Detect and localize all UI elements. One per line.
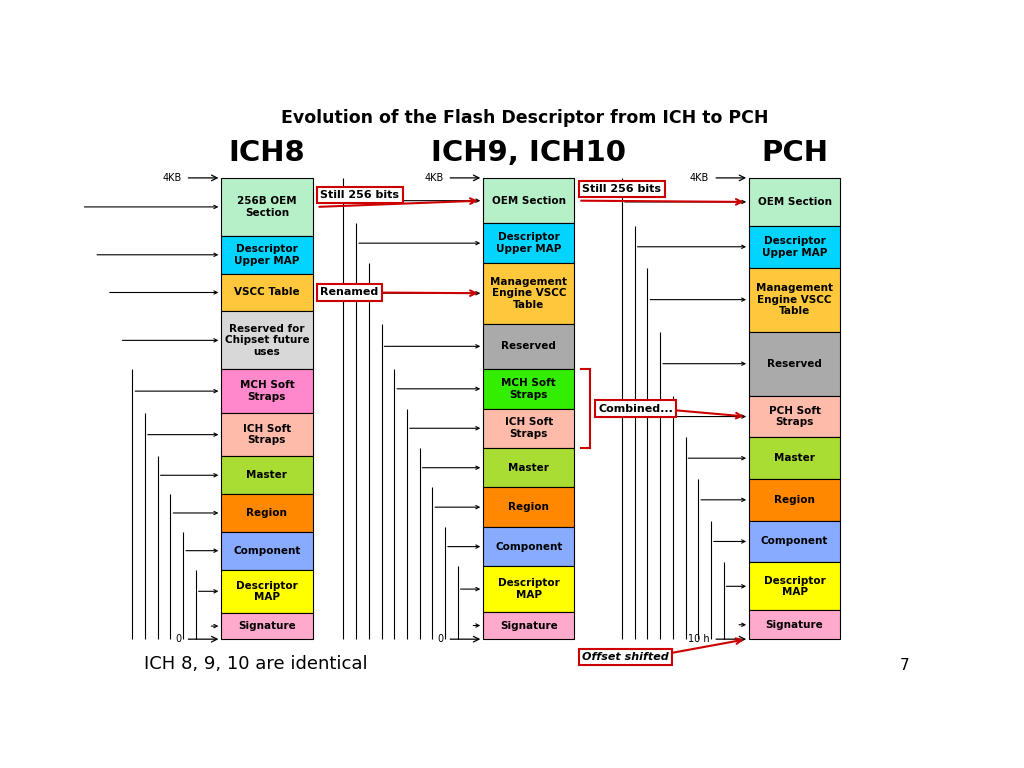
- Text: Still 256 bits: Still 256 bits: [583, 184, 662, 194]
- Text: OEM Section: OEM Section: [758, 197, 831, 207]
- Text: Renamed: Renamed: [321, 287, 379, 297]
- Bar: [221, 494, 312, 531]
- Text: ICH Soft
Straps: ICH Soft Straps: [243, 424, 291, 445]
- Bar: [221, 178, 312, 236]
- Text: Combined...: Combined...: [598, 403, 673, 413]
- Bar: [221, 570, 312, 613]
- Text: Component: Component: [233, 546, 301, 556]
- Text: Reserved: Reserved: [767, 359, 822, 369]
- Text: 256B OEM
Section: 256B OEM Section: [238, 196, 297, 217]
- Text: Component: Component: [495, 541, 562, 551]
- Text: Component: Component: [761, 537, 828, 547]
- Text: PCH Soft
Straps: PCH Soft Straps: [769, 406, 820, 427]
- Bar: [483, 488, 574, 527]
- Text: Offset shifted: Offset shifted: [583, 652, 669, 662]
- Bar: [483, 566, 574, 612]
- Text: Reserved for
Chipset future
uses: Reserved for Chipset future uses: [224, 324, 309, 357]
- Text: Evolution of the Flash Descriptor from ICH to PCH: Evolution of the Flash Descriptor from I…: [281, 109, 769, 127]
- Bar: [749, 611, 841, 639]
- Text: Descriptor
MAP: Descriptor MAP: [764, 575, 825, 597]
- Text: Descriptor
Upper MAP: Descriptor Upper MAP: [496, 233, 561, 254]
- Text: Management
Engine VSCC
Table: Management Engine VSCC Table: [756, 283, 834, 316]
- Bar: [749, 521, 841, 562]
- Text: VSCC Table: VSCC Table: [234, 287, 300, 297]
- Text: PCH: PCH: [761, 140, 828, 167]
- Text: Signature: Signature: [500, 621, 558, 631]
- Bar: [483, 448, 574, 488]
- Text: 7: 7: [900, 658, 909, 673]
- Text: Master: Master: [774, 453, 815, 463]
- Bar: [221, 311, 312, 369]
- Text: Management
Engine VSCC
Table: Management Engine VSCC Table: [490, 276, 567, 310]
- Text: 0: 0: [437, 634, 443, 644]
- Bar: [221, 273, 312, 311]
- Bar: [483, 223, 574, 263]
- Bar: [221, 236, 312, 273]
- Bar: [749, 396, 841, 437]
- Text: 4KB: 4KB: [690, 173, 710, 183]
- Text: Master: Master: [247, 470, 288, 480]
- Bar: [483, 612, 574, 639]
- Text: Region: Region: [247, 508, 288, 518]
- Text: Descriptor
MAP: Descriptor MAP: [236, 581, 298, 602]
- Bar: [749, 267, 841, 332]
- Bar: [749, 437, 841, 479]
- Bar: [483, 178, 574, 223]
- Text: 10 h: 10 h: [688, 634, 710, 644]
- Text: 0: 0: [175, 634, 181, 644]
- Text: Descriptor
Upper MAP: Descriptor Upper MAP: [762, 236, 827, 257]
- Bar: [221, 531, 312, 570]
- Text: 4KB: 4KB: [163, 173, 181, 183]
- Text: 4KB: 4KB: [424, 173, 443, 183]
- Bar: [483, 263, 574, 323]
- Bar: [221, 456, 312, 494]
- Bar: [483, 409, 574, 448]
- Bar: [221, 369, 312, 413]
- Text: MCH Soft
Straps: MCH Soft Straps: [240, 380, 294, 402]
- Text: ICH9, ICH10: ICH9, ICH10: [431, 140, 627, 167]
- Bar: [749, 562, 841, 611]
- Text: MCH Soft
Straps: MCH Soft Straps: [502, 378, 556, 399]
- Text: Region: Region: [774, 495, 815, 505]
- Bar: [221, 613, 312, 639]
- Bar: [221, 413, 312, 456]
- Bar: [749, 479, 841, 521]
- Text: Still 256 bits: Still 256 bits: [321, 190, 399, 200]
- Text: Signature: Signature: [766, 620, 823, 630]
- Bar: [749, 178, 841, 226]
- Text: Descriptor
Upper MAP: Descriptor Upper MAP: [234, 244, 300, 266]
- Text: Reserved: Reserved: [502, 341, 556, 351]
- Text: Region: Region: [508, 502, 549, 512]
- Bar: [749, 332, 841, 396]
- Bar: [483, 527, 574, 566]
- Text: Descriptor
MAP: Descriptor MAP: [498, 578, 560, 600]
- Text: OEM Section: OEM Section: [492, 196, 566, 206]
- Bar: [483, 323, 574, 369]
- Text: Signature: Signature: [238, 621, 296, 631]
- Bar: [749, 226, 841, 267]
- Text: ICH 8, 9, 10 are identical: ICH 8, 9, 10 are identical: [143, 655, 368, 673]
- Bar: [483, 369, 574, 409]
- Text: Master: Master: [508, 462, 549, 473]
- Text: ICH8: ICH8: [228, 140, 305, 167]
- Text: ICH Soft
Straps: ICH Soft Straps: [505, 418, 553, 439]
